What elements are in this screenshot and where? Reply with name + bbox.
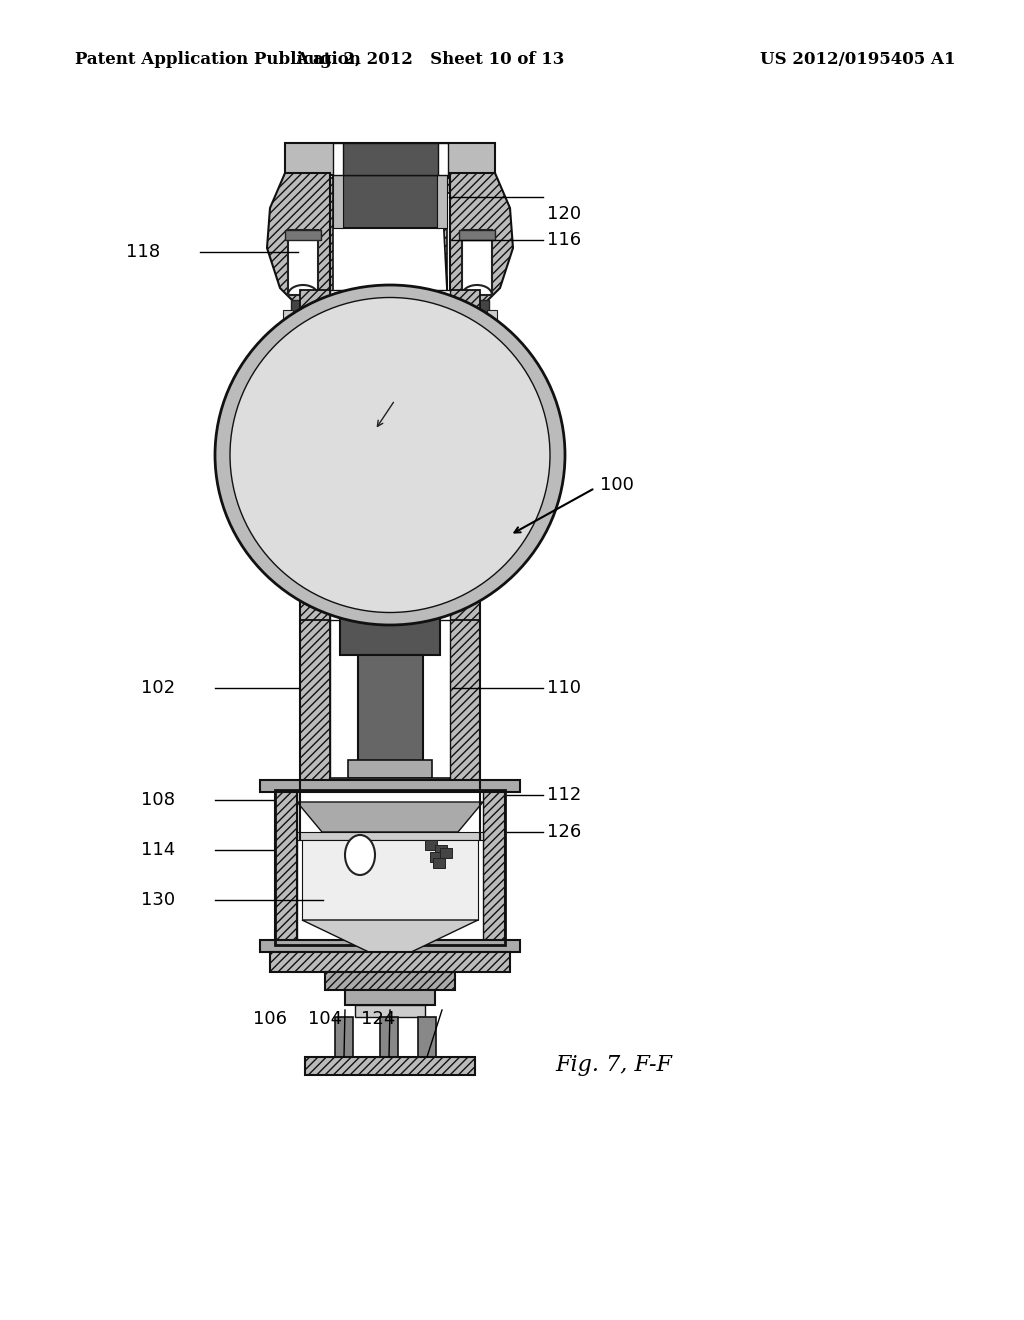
- Polygon shape: [335, 350, 445, 535]
- Bar: [270, 414, 302, 437]
- Bar: [333, 148, 449, 178]
- Bar: [300, 290, 330, 620]
- Text: 110: 110: [547, 678, 581, 697]
- Bar: [425, 840, 437, 850]
- Polygon shape: [302, 920, 478, 954]
- Text: 106: 106: [253, 1010, 287, 1028]
- Text: 124: 124: [360, 1010, 395, 1028]
- Bar: [487, 310, 497, 341]
- Polygon shape: [396, 350, 445, 535]
- Bar: [305, 1057, 475, 1074]
- Text: Patent Application Publication: Patent Application Publication: [75, 51, 360, 69]
- Polygon shape: [450, 173, 513, 313]
- Bar: [459, 230, 495, 240]
- Bar: [333, 143, 449, 176]
- Bar: [358, 655, 423, 775]
- Bar: [483, 789, 505, 945]
- Bar: [291, 300, 315, 319]
- Text: US 2012/0195405 A1: US 2012/0195405 A1: [760, 51, 955, 69]
- Bar: [480, 370, 512, 392]
- Text: 100: 100: [600, 477, 634, 494]
- Bar: [340, 554, 440, 655]
- Bar: [297, 832, 483, 840]
- Text: 116: 116: [547, 231, 582, 249]
- Bar: [418, 1016, 436, 1057]
- Bar: [285, 143, 495, 176]
- Text: 120: 120: [547, 205, 582, 223]
- Bar: [275, 789, 297, 945]
- Bar: [435, 845, 447, 855]
- Bar: [332, 540, 449, 558]
- Polygon shape: [297, 803, 483, 832]
- Text: 112: 112: [547, 785, 582, 804]
- Bar: [430, 851, 442, 862]
- Bar: [343, 148, 438, 228]
- Polygon shape: [442, 178, 495, 350]
- Text: 108: 108: [141, 791, 175, 809]
- Ellipse shape: [215, 285, 565, 624]
- Bar: [260, 780, 520, 792]
- Text: 102: 102: [141, 678, 175, 697]
- Text: Fig. 7, F-F: Fig. 7, F-F: [555, 1053, 672, 1076]
- Bar: [380, 1016, 398, 1057]
- Bar: [275, 789, 505, 945]
- Bar: [440, 847, 452, 858]
- Ellipse shape: [230, 297, 550, 612]
- Bar: [450, 348, 480, 840]
- Bar: [270, 370, 302, 392]
- Text: 126: 126: [547, 822, 582, 841]
- Bar: [285, 230, 321, 240]
- Bar: [345, 990, 435, 1005]
- Text: 114: 114: [140, 841, 175, 859]
- Bar: [480, 414, 512, 437]
- Ellipse shape: [345, 836, 375, 875]
- Bar: [297, 789, 483, 945]
- Bar: [348, 760, 432, 777]
- Bar: [465, 300, 489, 319]
- Bar: [450, 290, 480, 620]
- Bar: [462, 230, 492, 294]
- Bar: [335, 1016, 353, 1057]
- Polygon shape: [285, 178, 333, 350]
- Text: 104: 104: [308, 1010, 342, 1028]
- Bar: [330, 290, 450, 620]
- Bar: [376, 775, 404, 825]
- Bar: [333, 148, 343, 228]
- Bar: [260, 940, 520, 952]
- Text: 118: 118: [126, 243, 160, 261]
- Bar: [270, 952, 510, 972]
- Bar: [283, 310, 293, 341]
- Bar: [343, 143, 438, 176]
- Text: Aug. 2, 2012   Sheet 10 of 13: Aug. 2, 2012 Sheet 10 of 13: [295, 51, 564, 69]
- Bar: [288, 230, 318, 294]
- Bar: [330, 348, 450, 840]
- Bar: [302, 840, 478, 920]
- Bar: [433, 858, 445, 869]
- Bar: [300, 348, 330, 840]
- Polygon shape: [267, 173, 330, 313]
- Polygon shape: [335, 350, 384, 535]
- Text: 130: 130: [141, 891, 175, 909]
- Bar: [330, 777, 450, 789]
- Bar: [355, 1005, 425, 1016]
- Bar: [333, 300, 447, 315]
- Bar: [325, 972, 455, 990]
- Bar: [437, 148, 447, 228]
